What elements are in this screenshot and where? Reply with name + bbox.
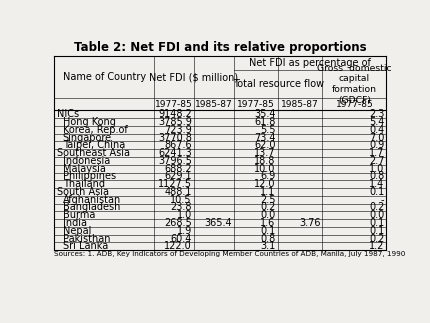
Text: 688.2: 688.2 bbox=[164, 164, 192, 174]
Text: Philippines: Philippines bbox=[63, 172, 116, 182]
Text: 0.8: 0.8 bbox=[369, 172, 384, 182]
Text: Gross  domestic
capital
formation
(GDCF): Gross domestic capital formation (GDCF) bbox=[317, 64, 392, 105]
Text: 0.1: 0.1 bbox=[369, 187, 384, 197]
Text: 1.6: 1.6 bbox=[261, 218, 276, 228]
Text: -: - bbox=[381, 195, 384, 205]
Text: 6.9: 6.9 bbox=[261, 172, 276, 182]
Text: 723.9: 723.9 bbox=[164, 125, 192, 135]
Text: 1985-87: 1985-87 bbox=[195, 100, 233, 109]
Text: 122.0: 122.0 bbox=[164, 241, 192, 251]
Text: 1977-85: 1977-85 bbox=[237, 100, 275, 109]
Text: 23.8: 23.8 bbox=[170, 203, 192, 213]
Text: Nepal: Nepal bbox=[63, 226, 91, 236]
Text: Malaysia: Malaysia bbox=[63, 164, 106, 174]
Text: 1127.5: 1127.5 bbox=[158, 179, 192, 189]
Text: 0.1: 0.1 bbox=[369, 218, 384, 228]
Text: 3796.5: 3796.5 bbox=[158, 156, 192, 166]
Text: Taipei, China: Taipei, China bbox=[63, 140, 125, 150]
Text: 12.0: 12.0 bbox=[254, 179, 276, 189]
Text: 73.4: 73.4 bbox=[254, 132, 276, 142]
Text: 268.5: 268.5 bbox=[164, 218, 192, 228]
Text: 3770.8: 3770.8 bbox=[158, 132, 192, 142]
Text: 0.2: 0.2 bbox=[260, 203, 276, 213]
Text: 35.4: 35.4 bbox=[254, 109, 276, 119]
Text: NICs: NICs bbox=[57, 109, 79, 119]
Text: 2.7: 2.7 bbox=[369, 156, 384, 166]
Text: Net FDI as percentage of: Net FDI as percentage of bbox=[249, 58, 371, 68]
Text: Korea, Rep.of: Korea, Rep.of bbox=[63, 125, 128, 135]
Text: 1.7: 1.7 bbox=[369, 148, 384, 158]
Text: Name of Country: Name of Country bbox=[62, 72, 146, 82]
Text: 1.9: 1.9 bbox=[176, 226, 192, 236]
Text: 867.6: 867.6 bbox=[164, 140, 192, 150]
Text: 13.7: 13.7 bbox=[254, 148, 276, 158]
Text: 1985-87: 1985-87 bbox=[281, 100, 319, 109]
Text: 0.0: 0.0 bbox=[369, 210, 384, 220]
Text: 0.0: 0.0 bbox=[261, 210, 276, 220]
Text: 3.76: 3.76 bbox=[299, 218, 320, 228]
Text: 365.4: 365.4 bbox=[205, 218, 232, 228]
Text: 3785.9: 3785.9 bbox=[158, 117, 192, 127]
Text: 10.5: 10.5 bbox=[170, 195, 192, 205]
Text: 0.2: 0.2 bbox=[369, 234, 384, 244]
Text: 629.1: 629.1 bbox=[164, 172, 192, 182]
Text: 0.9: 0.9 bbox=[369, 140, 384, 150]
Text: 62.0: 62.0 bbox=[254, 140, 276, 150]
Text: 0.1: 0.1 bbox=[369, 226, 384, 236]
Text: South Asia: South Asia bbox=[57, 187, 109, 197]
Text: Southeast Asia: Southeast Asia bbox=[57, 148, 130, 158]
Text: 60.4: 60.4 bbox=[170, 234, 192, 244]
Text: 488.1: 488.1 bbox=[164, 187, 192, 197]
Text: Indonesia: Indonesia bbox=[63, 156, 110, 166]
Text: Sources: 1. ADB, Key Indicators of Developing Member Countries of ADB, Manila, J: Sources: 1. ADB, Key Indicators of Devel… bbox=[55, 251, 406, 257]
Text: 18.8: 18.8 bbox=[254, 156, 276, 166]
Text: Burma: Burma bbox=[63, 210, 95, 220]
Text: 1.0: 1.0 bbox=[369, 164, 384, 174]
Text: 1977-85: 1977-85 bbox=[335, 100, 373, 109]
Text: 10.0: 10.0 bbox=[254, 164, 276, 174]
Text: Total resource flow: Total resource flow bbox=[233, 79, 324, 89]
Text: Singapore: Singapore bbox=[63, 132, 112, 142]
Text: 9148.2: 9148.2 bbox=[158, 109, 192, 119]
Text: 61.8: 61.8 bbox=[254, 117, 276, 127]
Text: 0.8: 0.8 bbox=[261, 234, 276, 244]
Text: Sri Lanka: Sri Lanka bbox=[63, 241, 108, 251]
Text: Bangladesh: Bangladesh bbox=[63, 203, 120, 213]
Text: India: India bbox=[63, 218, 87, 228]
Text: Afghanistan: Afghanistan bbox=[63, 195, 121, 205]
Text: Pakisthan: Pakisthan bbox=[63, 234, 110, 244]
Text: 3.1: 3.1 bbox=[261, 241, 276, 251]
Text: 2.3: 2.3 bbox=[369, 109, 384, 119]
Text: 1977-85: 1977-85 bbox=[155, 100, 193, 109]
Text: 5.4: 5.4 bbox=[369, 117, 384, 127]
Text: 1.4: 1.4 bbox=[369, 179, 384, 189]
Text: Hong Kong: Hong Kong bbox=[63, 117, 116, 127]
Text: 0.2: 0.2 bbox=[369, 203, 384, 213]
Text: Table 2: Net FDI and its relative proportions: Table 2: Net FDI and its relative propor… bbox=[74, 41, 367, 54]
Text: Thailand: Thailand bbox=[63, 179, 105, 189]
Text: 1.0: 1.0 bbox=[176, 210, 192, 220]
Text: 1.1: 1.1 bbox=[261, 187, 276, 197]
Text: Net FDI ($ million): Net FDI ($ million) bbox=[150, 72, 239, 82]
Text: 5.5: 5.5 bbox=[260, 125, 276, 135]
Text: 0.1: 0.1 bbox=[261, 226, 276, 236]
Text: 6241.3: 6241.3 bbox=[158, 148, 192, 158]
Text: 2.5: 2.5 bbox=[260, 195, 276, 205]
Text: 0.4: 0.4 bbox=[369, 125, 384, 135]
Text: 7.0: 7.0 bbox=[369, 132, 384, 142]
Text: 1.2: 1.2 bbox=[369, 241, 384, 251]
